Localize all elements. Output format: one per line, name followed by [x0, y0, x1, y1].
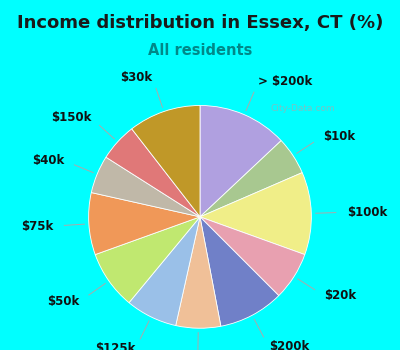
- Wedge shape: [89, 193, 200, 254]
- Text: $150k: $150k: [51, 111, 91, 124]
- Wedge shape: [200, 217, 305, 296]
- Text: > $200k: > $200k: [258, 76, 313, 89]
- Text: $50k: $50k: [48, 295, 80, 308]
- Text: $10k: $10k: [323, 130, 355, 143]
- Wedge shape: [132, 105, 200, 217]
- Wedge shape: [200, 173, 311, 254]
- Text: Income distribution in Essex, CT (%): Income distribution in Essex, CT (%): [17, 14, 383, 32]
- Wedge shape: [200, 141, 302, 217]
- Wedge shape: [106, 129, 200, 217]
- Wedge shape: [176, 217, 221, 328]
- Wedge shape: [200, 105, 281, 217]
- Wedge shape: [200, 217, 279, 326]
- Text: $100k: $100k: [347, 206, 387, 219]
- Text: All residents: All residents: [148, 43, 252, 58]
- Wedge shape: [95, 217, 200, 303]
- Text: $75k: $75k: [21, 219, 53, 233]
- Wedge shape: [129, 217, 200, 326]
- Text: $20k: $20k: [324, 289, 356, 302]
- Text: City-Data.com: City-Data.com: [271, 104, 335, 113]
- Text: $30k: $30k: [120, 71, 152, 84]
- Text: $40k: $40k: [32, 154, 64, 167]
- Text: $125k: $125k: [95, 342, 135, 350]
- Wedge shape: [91, 157, 200, 217]
- Text: $200k: $200k: [269, 340, 309, 350]
